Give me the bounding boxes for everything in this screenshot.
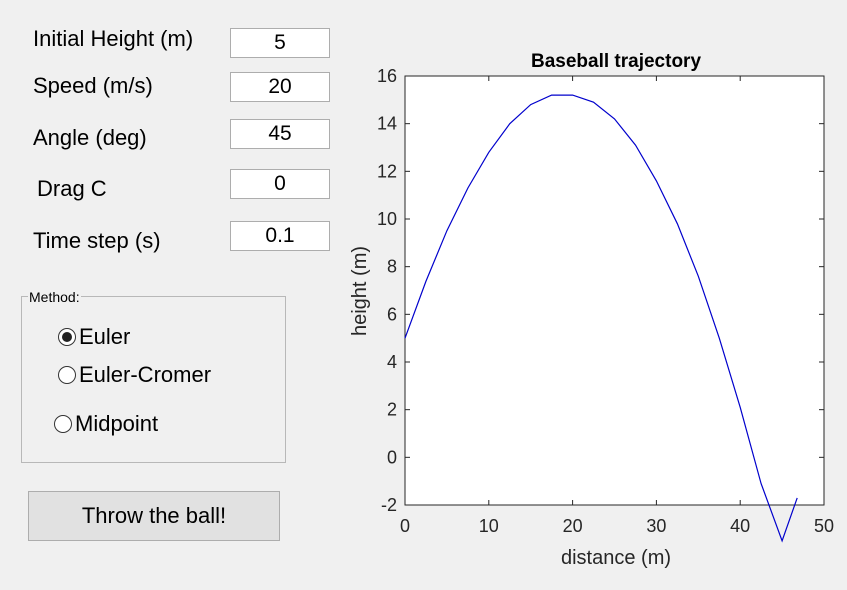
trajectory-line [404, 94, 798, 543]
radio-euler-cromer[interactable]: Euler-Cromer [58, 362, 211, 388]
x-axis-ticks: 0 10 20 30 40 50 [400, 76, 834, 536]
plot-area [404, 75, 825, 506]
x-tick-label: 30 [646, 516, 666, 536]
radio-midpoint-label: Midpoint [75, 411, 159, 436]
throw-ball-button[interactable]: Throw the ball! [28, 491, 280, 541]
x-tick-label: 10 [479, 516, 499, 536]
x-tick-label: 40 [730, 516, 750, 536]
initial-height-input[interactable] [230, 28, 330, 58]
x-tick-label: 20 [563, 516, 583, 536]
y-axis-ticks: -2 0 2 4 6 8 10 12 14 16 [377, 66, 824, 515]
x-tick-label: 0 [400, 516, 410, 536]
time-step-label: Time step (s) [33, 228, 161, 253]
speed-input[interactable] [230, 72, 330, 102]
speed-label: Speed (m/s) [33, 73, 153, 98]
y-tick-label: 2 [387, 400, 397, 420]
chart-title: Baseball trajectory [531, 51, 701, 72]
initial-height-label: Initial Height (m) [33, 26, 194, 51]
y-tick-label: 12 [377, 161, 397, 181]
angle-label: Angle (deg) [33, 125, 147, 150]
y-tick-label: 8 [387, 257, 397, 277]
x-axis-label: distance (m) [561, 547, 671, 569]
y-tick-label: 4 [387, 352, 397, 372]
y-tick-label: 6 [387, 304, 397, 324]
x-tick-label: 50 [814, 516, 834, 536]
angle-input[interactable] [230, 119, 330, 149]
radio-euler-cromer-label: Euler-Cromer [79, 362, 212, 387]
radio-midpoint[interactable]: Midpoint [54, 411, 158, 437]
radio-euler-circle[interactable] [58, 328, 76, 346]
radio-midpoint-circle[interactable] [54, 415, 72, 433]
drag-input[interactable] [230, 169, 330, 199]
radio-euler-cromer-circle[interactable] [58, 366, 76, 384]
radio-euler[interactable]: Euler [58, 324, 130, 350]
radio-euler-label: Euler [79, 324, 131, 349]
time-step-input[interactable] [230, 221, 330, 251]
y-tick-label: 16 [377, 66, 397, 86]
y-tick-label: 10 [377, 209, 397, 229]
y-tick-label: 0 [387, 447, 397, 467]
drag-label: Drag C [37, 176, 107, 201]
y-tick-label: -2 [381, 495, 397, 515]
y-tick-label: 14 [377, 114, 397, 134]
method-group-title: Method: [28, 289, 81, 305]
method-groupbox [21, 296, 286, 463]
y-axis-label: height (m) [349, 246, 371, 336]
